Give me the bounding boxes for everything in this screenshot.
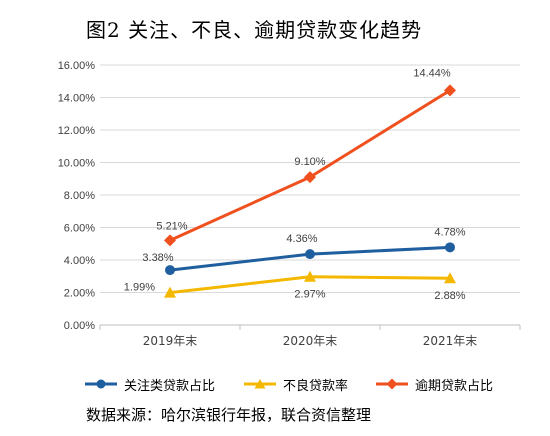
y-tick-label-2: 4.00% xyxy=(64,255,95,267)
series-0-label-1: 4.36% xyxy=(286,233,317,245)
figure-title: 图2 关注、不良、逾期贷款变化趋势 xyxy=(86,18,423,42)
legend-label-1: 不良贷款率 xyxy=(283,378,349,394)
y-tick-label-6: 12.00% xyxy=(58,125,96,137)
legend-marker-0 xyxy=(85,379,117,389)
series-0-label-2: 4.78% xyxy=(434,226,465,238)
x-tick-label-1: 2020年末 xyxy=(283,334,338,348)
y-tick-label-5: 10.00% xyxy=(58,158,96,170)
series-1-point-0 xyxy=(164,286,176,298)
series-1-point-2 xyxy=(444,272,456,284)
series-0-point-0 xyxy=(165,265,175,276)
series-2-label-0: 5.21% xyxy=(156,220,187,232)
legend-marker-2 xyxy=(376,378,408,390)
series-1-label-1: 2.97% xyxy=(294,289,325,301)
series-0-label-0: 3.38% xyxy=(142,252,173,264)
series-0-point-1 xyxy=(305,249,315,260)
legend-item-2: 逾期贷款占比 xyxy=(375,374,493,394)
series-1-label-0: 1.99% xyxy=(124,282,155,294)
legend-item-0: 关注类贷款占比 xyxy=(84,374,215,394)
source-note: 数据来源：哈尔滨银行年报，联合资信整理 xyxy=(86,406,372,424)
series-1-label-2: 2.88% xyxy=(434,290,465,302)
y-tick-label-8: 16.00% xyxy=(58,60,96,72)
chart-legend: 关注类贷款占比 不良贷款率 逾期贷款占比 xyxy=(0,374,550,394)
series-2-point-0 xyxy=(164,234,176,247)
x-tick-label-2: 2021年末 xyxy=(423,334,478,348)
y-tick-label-7: 14.00% xyxy=(58,93,96,105)
legend-item-1: 不良贷款率 xyxy=(243,374,348,394)
series-2-label-1: 9.10% xyxy=(294,156,325,168)
legend-label-0: 关注类贷款占比 xyxy=(124,378,216,394)
y-tick-label-1: 2.00% xyxy=(64,288,95,300)
y-tick-label-3: 6.00% xyxy=(64,223,95,235)
series-2-point-1 xyxy=(304,171,316,184)
series-2-point-2 xyxy=(444,84,456,97)
x-tick-label-0: 2019年末 xyxy=(143,334,198,348)
series-0-point-2 xyxy=(445,242,455,253)
legend-label-2: 逾期贷款占比 xyxy=(415,378,494,394)
legend-marker-1 xyxy=(244,379,276,389)
y-tick-label-4: 8.00% xyxy=(64,190,95,202)
series-2-label-2: 14.44% xyxy=(413,67,451,79)
series-1-point-1 xyxy=(304,270,316,282)
y-tick-label-0: 0.00% xyxy=(64,320,95,332)
